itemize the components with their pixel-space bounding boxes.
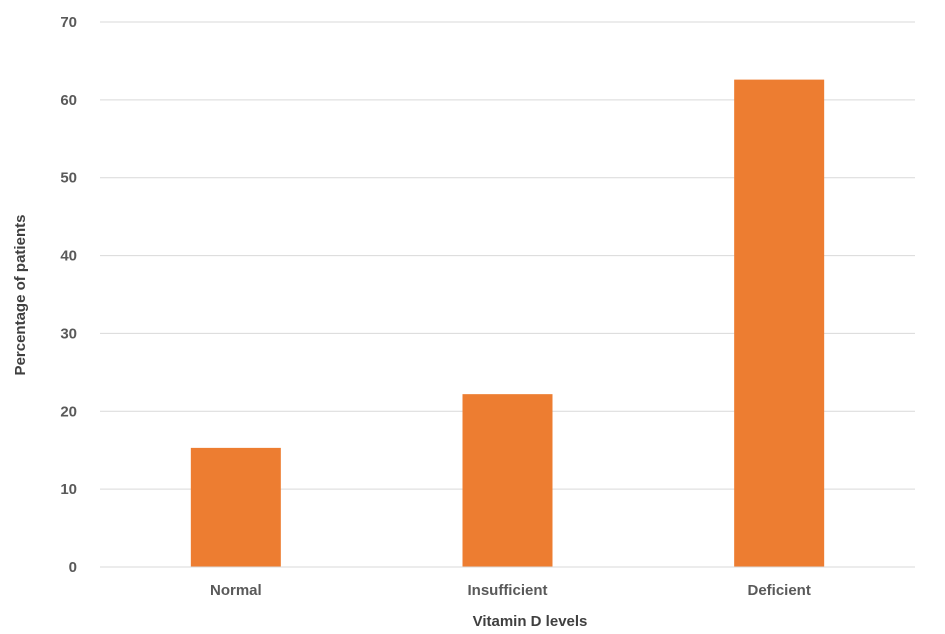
x-tick-label: Deficient xyxy=(747,582,810,599)
y-tick-label: 50 xyxy=(60,170,77,187)
bars xyxy=(190,79,825,567)
x-tick-labels: Normal Insufficient Deficient xyxy=(210,582,811,599)
y-tick-label: 0 xyxy=(69,559,77,576)
y-tick-label: 70 xyxy=(60,14,77,31)
bar-deficient xyxy=(734,79,825,567)
x-tick-label: Insufficient xyxy=(467,582,547,599)
x-axis-title: Vitamin D levels xyxy=(473,613,588,630)
bar-insufficient xyxy=(462,394,553,567)
y-tick-labels: 0 10 20 30 40 50 60 70 xyxy=(60,14,77,576)
gridlines xyxy=(100,21,915,490)
x-tick-label: Normal xyxy=(210,582,262,599)
y-axis-title: Percentage of patients xyxy=(12,215,29,376)
y-tick-label: 60 xyxy=(60,92,77,109)
bar-normal xyxy=(190,447,281,567)
y-tick-label: 40 xyxy=(60,248,77,265)
y-tick-label: 30 xyxy=(60,325,77,342)
y-tick-label: 20 xyxy=(60,403,77,420)
y-tick-label: 10 xyxy=(60,481,77,498)
